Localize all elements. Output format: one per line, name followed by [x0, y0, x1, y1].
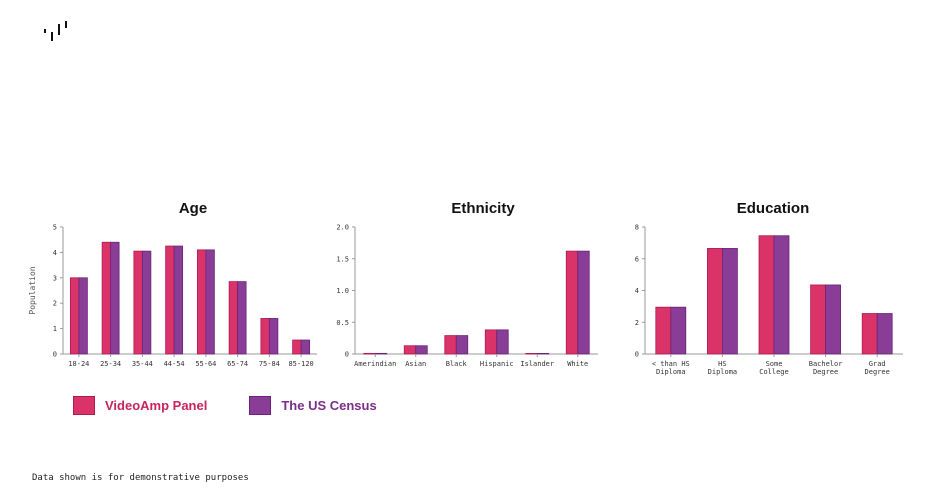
bar-census	[876, 313, 893, 355]
bar-census	[205, 249, 215, 355]
bar-videoamp	[861, 313, 878, 355]
chart-0: Age 0 1 2 3 4 5 Population 18-24 25-34 35-44 44-54 5…	[28, 200, 317, 368]
chart-title: Ethnicity	[451, 200, 515, 217]
x-tick-label: < than HS Diploma	[652, 360, 690, 376]
y-tick-label: 6	[635, 255, 639, 263]
legend-swatch-census	[249, 396, 272, 415]
bar-videoamp	[165, 245, 175, 355]
bar-videoamp	[707, 248, 723, 355]
chart-1: Ethnicity 0 0.5 1.0 1.5 2.0 Amerindian Asian Bla…	[336, 200, 598, 368]
x-tick-label: Some College	[759, 360, 789, 376]
x-tick-label: Bachelor Degree	[809, 360, 843, 376]
bar-census	[496, 329, 509, 355]
x-tick-label: 65-74	[227, 360, 248, 368]
bar-census	[415, 345, 428, 355]
bar-census	[173, 245, 184, 355]
bar-videoamp	[444, 335, 457, 355]
y-tick-label: 1.5	[336, 255, 349, 263]
bar-videoamp	[69, 277, 80, 355]
bar-videoamp	[228, 281, 239, 355]
bar-census	[141, 250, 152, 355]
x-tick-label: 55-64	[195, 360, 216, 368]
y-tick-label: 1.0	[336, 287, 349, 295]
bar-videoamp	[484, 329, 498, 355]
chart-title: Age	[179, 200, 207, 217]
bar-census	[110, 241, 120, 355]
chart-2: Education 0 2 4 6 8 < than HS Diploma HS Diploma S…	[635, 200, 903, 376]
bar-census	[536, 352, 550, 355]
y-tick-label: 3	[53, 274, 57, 282]
bar-census	[78, 277, 88, 355]
x-tick-label: Hispanic	[480, 360, 514, 368]
videoamp-logo-icon	[44, 21, 67, 41]
y-tick-label: 8	[635, 224, 639, 232]
x-tick-label: HS Diploma	[708, 360, 738, 376]
bar-videoamp	[810, 284, 826, 355]
bar-videoamp	[363, 352, 376, 355]
x-tick-label: White	[567, 360, 588, 368]
bar-videoamp	[260, 318, 270, 355]
bar-census	[455, 335, 469, 355]
y-tick-label: 0	[345, 351, 349, 359]
bar-census	[300, 339, 311, 355]
y-tick-label: 5	[53, 224, 57, 232]
bar-census	[825, 284, 841, 355]
bar-census	[577, 250, 590, 355]
x-tick-label: 75-84	[259, 360, 280, 368]
bar-videoamp	[403, 345, 417, 355]
x-tick-label: Grad Degree	[865, 360, 890, 376]
bar-videoamp	[292, 339, 302, 355]
bar-census	[670, 306, 687, 355]
x-tick-label: 85-120	[288, 360, 313, 368]
y-tick-label: 1	[53, 325, 57, 333]
y-tick-label: 2	[635, 319, 639, 327]
x-tick-label: Islander	[520, 360, 554, 368]
y-tick-label: 2	[53, 300, 57, 308]
legend-label-videoamp: VideoAmp Panel	[105, 398, 208, 413]
bar-videoamp	[655, 306, 672, 355]
legend-item-census: The US Census	[249, 396, 377, 415]
bar-videoamp	[133, 250, 143, 355]
x-tick-label: 25-34	[100, 360, 121, 368]
x-tick-label: 35-44	[132, 360, 153, 368]
footnote: Data shown is for demonstrative purposes	[32, 473, 249, 483]
bar-videoamp	[101, 241, 112, 355]
y-tick-label: 0	[635, 351, 639, 359]
y-tick-label: 4	[53, 249, 57, 257]
bar-census	[374, 352, 388, 355]
y-tick-label: 0	[53, 351, 57, 359]
x-tick-label: 44-54	[164, 360, 185, 368]
bar-census	[773, 235, 790, 355]
y-tick-label: 2.0	[336, 224, 349, 232]
legend-item-videoamp: VideoAmp Panel	[73, 396, 207, 415]
bar-videoamp	[758, 235, 775, 355]
bar-videoamp	[525, 352, 538, 355]
legend-label-census: The US Census	[281, 398, 377, 413]
y-tick-label: 4	[635, 287, 639, 295]
x-tick-label: Asian	[405, 360, 426, 368]
legend: VideoAmp Panel The US Census	[73, 396, 419, 415]
bar-videoamp	[565, 250, 579, 355]
chart-title: Education	[737, 200, 810, 217]
bar-census	[268, 318, 279, 355]
y-axis-label: Population	[28, 266, 37, 314]
bar-videoamp	[196, 249, 207, 355]
bar-census	[722, 248, 738, 355]
y-tick-label: 0.5	[336, 319, 349, 327]
x-tick-label: 18-24	[68, 360, 89, 368]
x-tick-label: Black	[446, 360, 468, 368]
legend-swatch-videoamp	[73, 396, 95, 415]
x-tick-label: Amerindian	[354, 360, 396, 368]
bar-census	[237, 281, 247, 355]
